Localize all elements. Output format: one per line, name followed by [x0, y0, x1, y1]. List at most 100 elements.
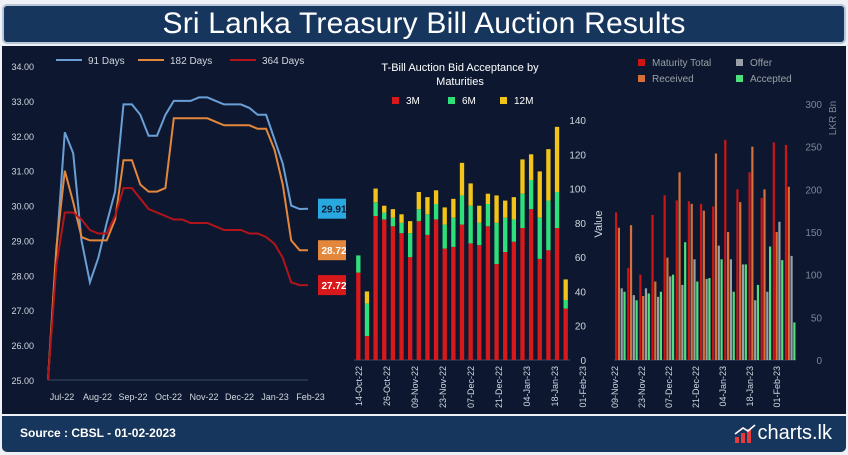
bar-received — [666, 257, 669, 360]
bar-maturity-total — [724, 139, 727, 360]
bar-3m — [373, 216, 378, 360]
bar-offer — [669, 276, 672, 360]
x-tick-label: Nov-22 — [189, 392, 218, 402]
bar-maturity-total — [736, 189, 739, 360]
bar-received — [617, 227, 620, 360]
x-tick-label: 07-Dec-22 — [466, 366, 476, 408]
legend-swatch — [638, 59, 645, 66]
bar-12m — [364, 291, 370, 304]
end-label: 27.72 — [321, 281, 346, 292]
bar-accepted — [781, 260, 784, 360]
bar-received — [775, 232, 778, 360]
legend-label: 12M — [514, 96, 533, 107]
bar-6m — [442, 224, 447, 249]
bar-3m — [511, 241, 516, 360]
x-tick-label: 04-Jan-23 — [522, 366, 532, 407]
bar-3m — [459, 224, 465, 360]
bar-maturity-total — [772, 142, 775, 360]
y-axis-title: LKR Bn — [828, 101, 839, 135]
bar-12m — [408, 221, 413, 234]
bar-maturity-total — [615, 212, 618, 360]
bar-3m — [563, 308, 568, 360]
legend-swatch — [736, 75, 743, 82]
bar-maturity-total — [627, 267, 630, 360]
bar-6m — [528, 180, 534, 210]
bar-received — [654, 281, 657, 360]
legend-label: 182 Days — [170, 56, 212, 67]
bar-maturity-total — [712, 206, 715, 360]
bar-3m — [554, 228, 560, 360]
bar-received — [678, 172, 681, 360]
bar-12m — [382, 205, 387, 213]
bar-12m — [433, 190, 439, 204]
x-tick-label: Feb-23 — [296, 392, 325, 402]
x-tick-label: Jan-23 — [261, 392, 289, 402]
bar-received — [642, 296, 645, 360]
bar-offer — [741, 264, 745, 360]
y-axis-title: Value — [593, 210, 605, 237]
bar-12m — [442, 207, 447, 225]
bar-accepted — [623, 291, 626, 360]
bar-offer — [729, 259, 732, 360]
y-tick-label: 140 — [569, 116, 586, 127]
bar-accepted — [744, 264, 747, 360]
bar-6m — [494, 222, 499, 264]
bar-12m — [528, 154, 534, 180]
bar-6m — [382, 212, 387, 220]
bar-3m — [442, 248, 447, 360]
brand-name: charts.lk — [757, 422, 832, 444]
bar-offer — [717, 245, 720, 360]
bar-accepted — [635, 300, 638, 360]
y-tick-label: 40 — [575, 287, 587, 298]
legend-swatch — [638, 75, 645, 82]
bar-received — [751, 146, 754, 360]
bar-6m — [511, 219, 516, 242]
legend-label: Maturity Total — [652, 58, 711, 69]
bar-3m — [433, 219, 439, 360]
y-tick-label: 60 — [575, 253, 587, 264]
bar-received — [714, 153, 718, 360]
bar-maturity-total — [748, 172, 751, 360]
y-tick-label: 33.00 — [11, 97, 34, 107]
bar-6m — [554, 192, 560, 228]
page-title: Sri Lanka Treasury Bill Auction Results — [162, 7, 686, 40]
bar-6m — [537, 217, 542, 259]
x-tick-label: 07-Dec-22 — [664, 366, 674, 408]
bar-received — [690, 203, 693, 360]
y-tick-label: 250 — [805, 143, 822, 154]
yield-line-chart: 34.00 33.00 32.00 31.00 30.00 29.00 28.00 27.00… — [11, 56, 346, 402]
bar-6m — [364, 303, 370, 336]
bar-3m — [520, 228, 525, 360]
bar-offer — [790, 255, 793, 360]
bar-3m — [537, 258, 542, 360]
y-tick-label: 80 — [575, 219, 587, 230]
bar-received — [702, 210, 705, 360]
bar-maturity-total — [675, 200, 678, 360]
legend-label: Offer — [750, 58, 773, 69]
bar-12m — [390, 209, 396, 218]
bar-6m — [408, 233, 413, 258]
y-tick-label: 25.00 — [11, 376, 34, 386]
bar-offer — [754, 300, 757, 360]
bar-maturity-total — [699, 203, 703, 360]
bar-maturity-total — [687, 201, 690, 360]
bar-6m — [356, 255, 361, 273]
x-tick-label: 23-Nov-22 — [438, 366, 448, 408]
bar-accepted — [696, 281, 699, 360]
bar-received — [787, 186, 790, 360]
bar-accepted — [671, 274, 675, 360]
legend-swatch — [500, 97, 507, 104]
bar-3m — [528, 209, 534, 360]
bar-3m — [485, 226, 491, 360]
bar-accepted — [756, 284, 760, 360]
series-line-1 — [47, 117, 308, 381]
x-tick-label: Dec-22 — [225, 392, 254, 402]
x-tick-label: 21-Dec-22 — [691, 366, 701, 408]
bar-3m — [494, 264, 499, 360]
bar-accepted — [793, 322, 796, 360]
legend-label: 91 Days — [88, 56, 125, 67]
x-tick-label: 18-Jan-23 — [550, 366, 560, 407]
bar-received — [629, 225, 633, 360]
bar-12m — [563, 279, 568, 300]
bar-6m — [399, 222, 404, 234]
